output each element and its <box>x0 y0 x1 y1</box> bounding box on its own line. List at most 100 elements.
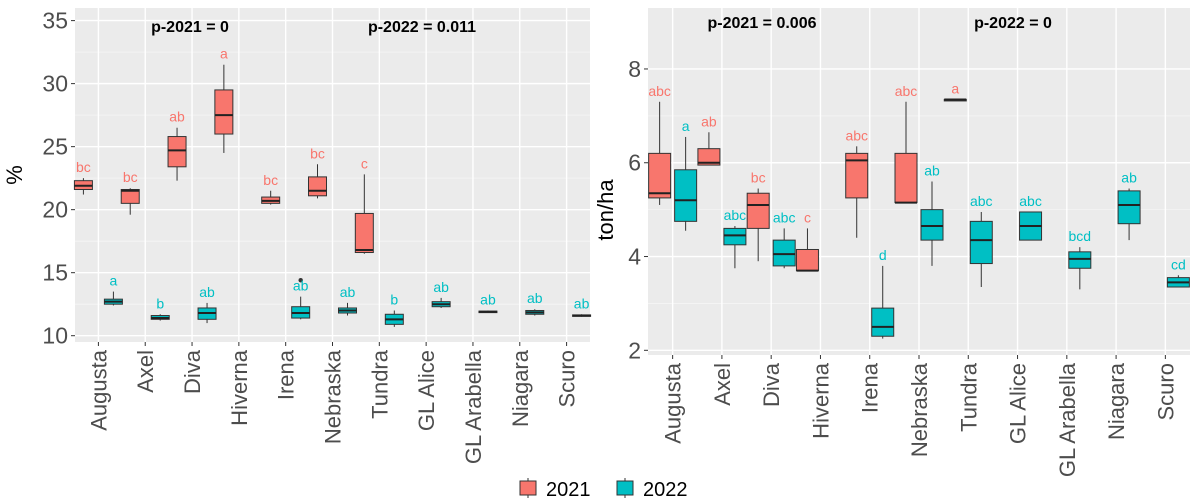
box-2021-diva: bc <box>746 170 770 262</box>
box-2022-augusta: a <box>674 118 698 231</box>
x-tick-label-tundra: Tundra <box>367 349 392 419</box>
right-chart: 2 4 6 8 Augusta Axel Diva Hiverna Irena Nebraska T… <box>593 8 1190 477</box>
right-panel: 2 4 6 8 Augusta Axel Diva Hiverna Irena Nebraska T… <box>628 8 1190 477</box>
box-2021-tundra: c <box>354 155 374 254</box>
x-tick-label-diva: Diva <box>180 349 205 394</box>
box-body <box>920 209 944 241</box>
box-body <box>871 307 895 337</box>
p-value-annotation-1: p-2021 = 0.006 <box>708 15 817 32</box>
legend-key-2022 <box>616 480 634 496</box>
legend-key-2021 <box>519 480 537 496</box>
box-2021-irena: bc <box>261 172 281 205</box>
box-2022-diva: ab <box>197 284 217 324</box>
y-tick-label: 35 <box>42 8 68 34</box>
y-tick-label: 10 <box>42 323 68 349</box>
box-2021-diva: ab <box>167 109 187 181</box>
box-2022-augusta: a <box>103 273 123 306</box>
box-body <box>697 148 721 166</box>
x-tick-label-gl-arabella: GL Arabella <box>1055 362 1080 477</box>
box-body <box>1068 251 1092 269</box>
x-tick-label-tundra: Tundra <box>956 362 981 432</box>
box-2021-axel: ab <box>697 113 721 166</box>
box-body <box>674 169 698 222</box>
y-tick-label: 30 <box>42 71 68 97</box>
x-tick-label-niagara: Niagara <box>508 349 533 427</box>
significance-label: c <box>804 209 811 225</box>
significance-label: ab <box>924 163 940 179</box>
x-tick-label-diva: Diva <box>759 362 784 407</box>
significance-label: bc <box>310 145 325 161</box>
x-tick-label-gl-alice: GL Alice <box>414 350 439 431</box>
box-body <box>648 152 672 199</box>
significance-label: bc <box>76 159 91 175</box>
box-2022-niagara: ab <box>1117 170 1141 241</box>
box-body <box>214 89 234 135</box>
significance-label: c <box>361 155 368 171</box>
p-value-annotation-2: p-2022 = 0 <box>974 15 1052 32</box>
box-2022-tundra: b <box>384 291 404 327</box>
box-2021-augusta: bc <box>73 159 93 195</box>
x-tick-label-niagara: Niagara <box>1104 362 1129 440</box>
significance-label: ab <box>293 278 309 294</box>
x-tick-label-axel: Axel <box>710 363 735 406</box>
box-2022-tundra: abc <box>969 193 993 288</box>
x-tick-label-nebraska: Nebraska <box>907 362 932 457</box>
box-2021-nebraska: abc <box>894 83 918 204</box>
significance-label: bc <box>263 172 278 188</box>
y-axis-title-text: ton/ha <box>593 179 618 241</box>
y-tick-label: 2 <box>628 337 641 363</box>
significance-label: cd <box>1171 256 1186 272</box>
p-value-annotation-2: p-2022 = 0.011 <box>368 19 476 36</box>
box-body <box>845 152 869 199</box>
box-2021-hiverna: c <box>795 209 819 272</box>
box-2022-axel: abc <box>723 207 747 269</box>
box-body <box>746 192 770 229</box>
significance-label: abc <box>895 83 918 99</box>
box-2021-irena: abc <box>845 127 869 238</box>
y-tick-label: 20 <box>42 197 68 223</box>
x-tick-label-augusta: Augusta <box>86 349 111 430</box>
x-tick-label-hiverna: Hiverna <box>227 349 252 426</box>
significance-label: b <box>156 295 164 311</box>
box-2022-gl-arabella: ab <box>478 291 498 314</box>
significance-label: abc <box>724 207 747 223</box>
box-2022-scuro: cd <box>1166 256 1190 288</box>
box-2021-axel: bc <box>120 169 140 215</box>
significance-label: ab <box>199 284 215 300</box>
box-2022-irena: d <box>871 247 895 339</box>
significance-label: ab <box>1121 170 1137 186</box>
box-body <box>723 227 747 246</box>
legend-label-2022: 2022 <box>643 479 688 501</box>
legend-label-2021: 2021 <box>546 479 591 501</box>
significance-label: a <box>951 80 959 96</box>
box-body <box>167 136 187 168</box>
box-2022-nebraska: ab <box>920 163 944 266</box>
significance-label: abc <box>970 193 993 209</box>
significance-label: abc <box>845 127 868 143</box>
box-2022-scuro: ab <box>572 295 592 317</box>
outlier-point <box>298 278 303 283</box>
y-axis-title-text: % <box>2 165 27 185</box>
legend-item-2022: 2022 <box>616 478 688 501</box>
box-2022-axel: b <box>150 295 170 321</box>
box-body <box>1117 190 1141 225</box>
significance-label: ab <box>169 109 185 125</box>
y-tick-label: 15 <box>42 260 68 286</box>
significance-label: bc <box>751 170 766 186</box>
significance-label: ab <box>701 113 717 129</box>
significance-label: b <box>390 291 398 307</box>
legend-item-2021: 2021 <box>519 478 591 501</box>
x-tick-label-axel: Axel <box>133 350 158 393</box>
box-2021-tundra: a <box>943 80 967 102</box>
box-2022-diva: abc <box>772 209 796 269</box>
right-y-axis-title: ton/ha <box>593 179 618 241</box>
y-tick-label: 4 <box>628 244 641 270</box>
significance-label: ab <box>527 290 543 306</box>
box-2022-niagara: ab <box>525 290 545 316</box>
significance-label: abc <box>773 209 796 225</box>
significance-label: bcd <box>1069 228 1092 244</box>
significance-label: d <box>879 247 887 263</box>
box-2021-augusta: abc <box>648 83 672 205</box>
box-body <box>772 239 796 267</box>
